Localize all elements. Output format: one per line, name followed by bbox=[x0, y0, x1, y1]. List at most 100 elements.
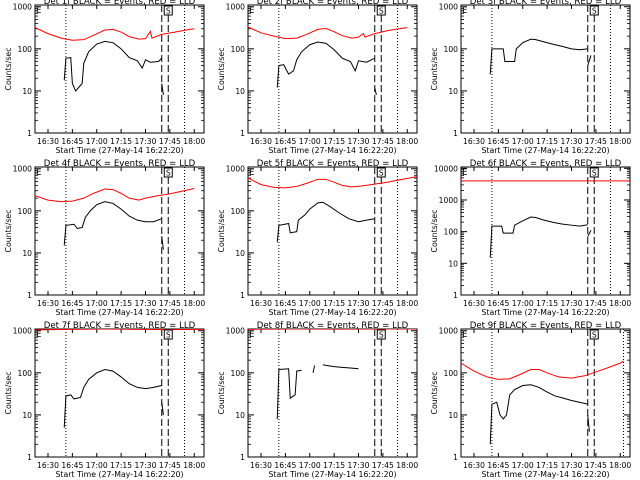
x-tick-label: 18:00 bbox=[396, 299, 418, 308]
marker-box bbox=[163, 5, 173, 16]
detector-panel-2: Det 2f BLACK = Events, RED = LLD 16:30 16:… bbox=[217, 0, 418, 155]
x-tick-label: 16:30 bbox=[463, 299, 485, 308]
x-tick-label: 17:15 bbox=[110, 461, 132, 470]
detector-panel-4: Det 4f BLACK = Events, RED = LLD 16:30 16:… bbox=[4, 159, 205, 317]
series-line bbox=[587, 230, 592, 237]
y-tick-label: 100 bbox=[18, 45, 33, 54]
x-tick-label: 17:15 bbox=[323, 137, 345, 146]
y-tick-label: 100 bbox=[18, 207, 33, 216]
y-tick-label: 10 bbox=[448, 87, 458, 96]
plot-frame bbox=[460, 166, 631, 296]
x-tick-label: 17:00 bbox=[512, 137, 534, 146]
lld-series bbox=[35, 27, 195, 41]
x-tick-label: 17:30 bbox=[561, 461, 583, 470]
y-tick-label: 100 bbox=[444, 369, 459, 378]
x-axis-label: Start Time (27-May-14 16:22:20) bbox=[481, 146, 609, 155]
plot-frame bbox=[34, 166, 205, 296]
corner-label: E bbox=[462, 168, 467, 178]
y-tick-label: 1 bbox=[453, 129, 458, 138]
x-tick-label: 16:45 bbox=[274, 461, 296, 470]
detector-panel-3: Det 3f BLACK = Events, RED = LLD 16:30 16:… bbox=[430, 0, 631, 155]
x-tick-label: 17:45 bbox=[585, 137, 607, 146]
plot-frame bbox=[34, 328, 205, 458]
y-tick-label: 100 bbox=[18, 369, 33, 378]
series-line bbox=[35, 27, 195, 41]
series-line bbox=[276, 41, 375, 88]
x-tick-label: 17:45 bbox=[372, 461, 394, 470]
x-tick-label: 17:00 bbox=[512, 299, 534, 308]
y-tick-label: 1 bbox=[240, 453, 245, 462]
series-line bbox=[248, 26, 408, 40]
y-tick-label: 1000 bbox=[226, 327, 245, 336]
series-line bbox=[322, 364, 359, 370]
x-axis-label: Start Time (27-May-14 16:22:20) bbox=[268, 308, 396, 317]
events-series bbox=[63, 40, 164, 96]
y-axis-label: Counts/sec bbox=[217, 48, 226, 91]
events-series bbox=[276, 41, 377, 96]
x-tick-label: 16:30 bbox=[37, 137, 59, 146]
plot-frame bbox=[247, 328, 418, 458]
x-tick-label: 17:45 bbox=[585, 299, 607, 308]
x-tick-label: 17:15 bbox=[536, 137, 558, 146]
y-tick-label: 1 bbox=[453, 291, 458, 300]
series-line bbox=[587, 55, 592, 66]
series-line bbox=[161, 236, 164, 250]
y-tick-label: 1000 bbox=[226, 3, 245, 12]
marker-box bbox=[376, 167, 386, 178]
series-line bbox=[248, 176, 417, 189]
marker-label: S bbox=[379, 169, 384, 178]
x-tick-label: 17:00 bbox=[86, 299, 108, 308]
marker-label: S bbox=[166, 169, 171, 178]
series-line bbox=[489, 38, 588, 75]
marker-label: S bbox=[166, 331, 171, 340]
x-tick-label: 17:45 bbox=[585, 461, 607, 470]
x-tick-label: 17:30 bbox=[135, 461, 157, 470]
y-tick-label: 1000 bbox=[226, 165, 245, 174]
y-tick-label: 100 bbox=[231, 369, 246, 378]
y-axis-label: Counts/sec bbox=[430, 48, 439, 91]
x-tick-label: 18:00 bbox=[396, 137, 418, 146]
x-tick-label: 16:45 bbox=[61, 461, 83, 470]
plot-frame bbox=[34, 4, 205, 134]
x-tick-label: 16:45 bbox=[61, 299, 83, 308]
y-tick-label: 10 bbox=[22, 411, 32, 420]
lld-series bbox=[248, 176, 417, 189]
marker-label: S bbox=[166, 7, 171, 16]
y-tick-label: 1 bbox=[27, 129, 32, 138]
x-axis-label: Start Time (27-May-14 16:22:20) bbox=[55, 308, 183, 317]
plot-frame bbox=[460, 4, 631, 134]
y-tick-label: 100 bbox=[231, 207, 246, 216]
x-tick-label: 17:15 bbox=[536, 461, 558, 470]
series-line bbox=[63, 40, 163, 92]
x-tick-label: 18:00 bbox=[609, 137, 631, 146]
x-tick-label: 17:45 bbox=[372, 299, 394, 308]
x-tick-label: 17:45 bbox=[372, 137, 394, 146]
y-tick-label: 1000 bbox=[13, 3, 32, 12]
series-line bbox=[35, 187, 195, 203]
y-axis-label: Counts/sec bbox=[4, 210, 13, 253]
x-tick-label: 16:45 bbox=[274, 137, 296, 146]
x-tick-label: 17:00 bbox=[512, 461, 534, 470]
y-tick-label: 1 bbox=[27, 453, 32, 462]
y-tick-label: 1000 bbox=[13, 165, 32, 174]
panel-title: Det 9f BLACK = Events, RED = LLD bbox=[470, 321, 622, 331]
plot-frame bbox=[460, 328, 631, 458]
x-axis-label: Start Time (27-May-14 16:22:20) bbox=[481, 308, 609, 317]
marker-box bbox=[163, 167, 173, 178]
corner-label: E bbox=[249, 168, 254, 178]
x-tick-label: 17:30 bbox=[135, 137, 157, 146]
x-tick-label: 16:30 bbox=[250, 137, 272, 146]
panel-title: Det 4f BLACK = Events, RED = LLD bbox=[44, 159, 196, 169]
x-axis-label: Start Time (27-May-14 16:22:20) bbox=[268, 146, 396, 155]
x-tick-label: 16:30 bbox=[463, 461, 485, 470]
x-tick-label: 17:15 bbox=[110, 137, 132, 146]
y-tick-label: 100 bbox=[444, 45, 459, 54]
x-tick-label: 17:15 bbox=[323, 461, 345, 470]
y-tick-label: 100 bbox=[444, 228, 459, 237]
y-tick-label: 1 bbox=[240, 129, 245, 138]
y-tick-label: 1 bbox=[27, 291, 32, 300]
x-tick-label: 17:00 bbox=[299, 299, 321, 308]
x-tick-label: 18:00 bbox=[609, 299, 631, 308]
marker-box bbox=[589, 167, 599, 178]
y-axis-label: Counts/sec bbox=[4, 372, 13, 415]
